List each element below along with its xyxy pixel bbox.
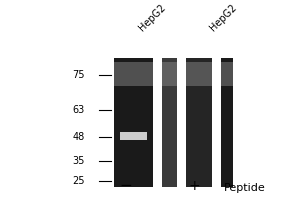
Text: Peptide: Peptide — [224, 183, 266, 193]
Text: 35: 35 — [72, 156, 85, 166]
Text: HepG2: HepG2 — [208, 2, 239, 33]
Bar — [186, 62, 212, 86]
Text: 48: 48 — [72, 132, 85, 142]
Bar — [162, 62, 177, 86]
Bar — [186, 58, 212, 187]
Bar — [114, 62, 153, 86]
Bar — [114, 58, 153, 187]
Text: 25: 25 — [72, 176, 85, 186]
Text: −: − — [120, 178, 133, 193]
Bar — [120, 132, 147, 140]
Bar — [221, 62, 233, 86]
Text: +: + — [189, 179, 200, 193]
Bar — [221, 58, 233, 187]
Bar — [162, 58, 177, 187]
Text: 63: 63 — [72, 105, 85, 115]
Text: 75: 75 — [72, 70, 85, 80]
Text: HepG2: HepG2 — [137, 2, 168, 33]
